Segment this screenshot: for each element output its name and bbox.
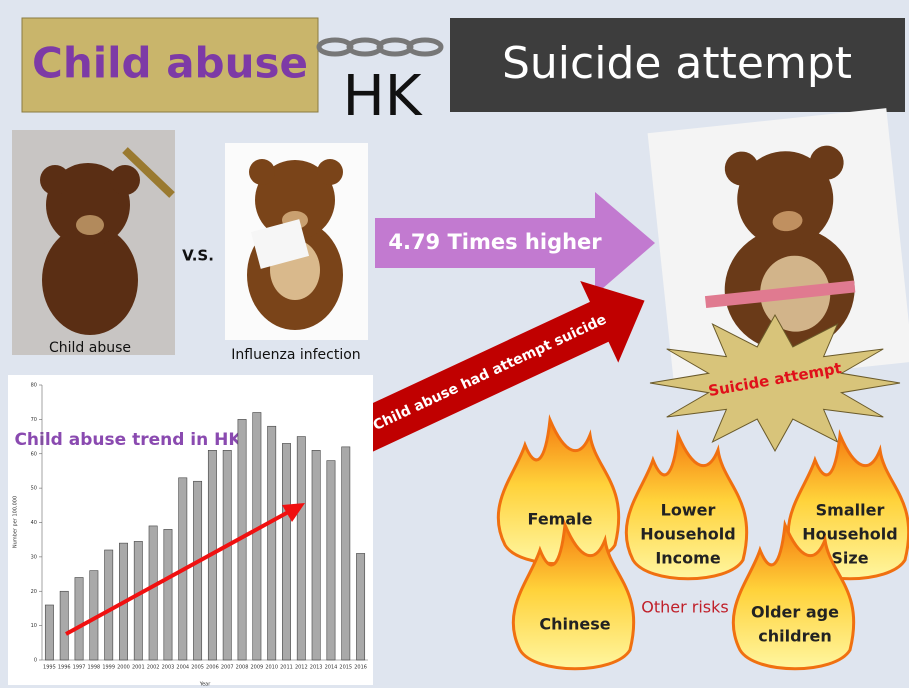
x-tick-label: 2016 [354, 665, 367, 671]
bar [193, 480, 203, 661]
bar [59, 590, 69, 661]
left-title-box [21, 17, 319, 113]
x-tick-label: 2013 [310, 665, 323, 671]
risk-text: Income [655, 549, 720, 568]
trend-arrow [65, 508, 293, 636]
x-tick-label: 2015 [339, 665, 352, 671]
y-axis-label: Number per 100,000 [13, 496, 19, 548]
x-tick-label: 1996 [58, 665, 71, 671]
chain [316, 37, 444, 57]
x-tick-label: 1999 [102, 665, 115, 671]
x-tick-label: 2010 [265, 665, 278, 671]
y-tick-label: 10 [31, 623, 37, 629]
bar [104, 549, 114, 661]
y-tick-label: 50 [31, 486, 37, 492]
x-tick-label: 1997 [73, 665, 86, 671]
ratio-text: 4.79 Times higher [388, 230, 602, 254]
flame [786, 429, 909, 581]
risk-flames: Female Lower Household Income Smaller Househo… [496, 414, 909, 671]
trend-arrow-head [282, 503, 305, 522]
x-tick-label: 2012 [295, 665, 308, 671]
x-tick-label: 1998 [87, 665, 100, 671]
y-tick-label: 60 [31, 451, 37, 457]
x-tick-label: 1995 [43, 665, 56, 671]
flame [624, 429, 749, 581]
x-tick-label: 2006 [206, 665, 219, 671]
stick [122, 147, 175, 198]
risk-text: Older age [751, 603, 839, 622]
risk-text: children [758, 627, 831, 646]
x-tick-label: 2007 [221, 665, 234, 671]
bar [163, 529, 173, 661]
y-tick-label: 30 [31, 554, 37, 560]
bar [341, 446, 351, 661]
share-arrow [340, 280, 645, 458]
x-tick-label: 2011 [280, 665, 293, 671]
right-title-box [450, 18, 905, 112]
x-tick-label: 2003 [162, 665, 175, 671]
versus: V.S. [182, 247, 214, 265]
x-tick-label: 2002 [147, 665, 160, 671]
bar [296, 436, 306, 661]
right-title: Suicide attempt [502, 38, 852, 89]
ratio-arrow [375, 192, 655, 295]
bar [74, 577, 84, 661]
center-title: HK [343, 64, 423, 129]
bar [133, 541, 143, 661]
risk-text: Size [831, 549, 868, 568]
y-tick-label: 40 [31, 520, 37, 526]
starburst [649, 313, 901, 453]
flame [511, 519, 636, 671]
chart-annotation: Child abuse trend in HK [14, 430, 242, 450]
x-tick-label: 2009 [250, 665, 263, 671]
bar [282, 443, 291, 661]
bar [267, 425, 277, 661]
y-tick-label: 20 [31, 589, 37, 595]
risk-text: Female [528, 510, 593, 529]
bar-chart: Child abuse trend in HK Number per 100,0… [8, 375, 373, 688]
risk-text: Lower [661, 501, 716, 520]
x-tick-label: 2008 [236, 665, 249, 671]
photo-group [647, 108, 909, 387]
risk-text: Smaller [816, 501, 885, 520]
x-tick-label: 2001 [132, 665, 145, 671]
bar [44, 604, 54, 661]
risk-text: Chinese [539, 615, 610, 634]
flame [731, 519, 856, 671]
tissue [250, 219, 310, 269]
x-tick-label: 2014 [325, 665, 338, 671]
y-tick-label: 0 [34, 658, 37, 664]
bar [148, 525, 158, 661]
other-risks: Other risks [641, 598, 728, 617]
y-tick-label: 70 [31, 417, 37, 423]
risk-text: Household [802, 525, 897, 544]
bear [40, 163, 140, 335]
photo-caption: Child abuse [49, 340, 131, 356]
left-title: Child abuse [32, 39, 308, 88]
risk-text: Household [640, 525, 735, 544]
bar [252, 412, 262, 661]
x-tick-label: 2004 [176, 665, 189, 671]
photo-caption: Influenza infection [231, 347, 360, 363]
bar [222, 450, 232, 661]
y-tick-label: 80 [31, 383, 37, 389]
razor [704, 280, 856, 309]
x-tick-label: 2005 [191, 665, 204, 671]
x-axis-label: Year [199, 682, 212, 688]
bar [326, 460, 336, 661]
bar [311, 450, 321, 661]
x-tick-label: 2000 [117, 665, 130, 671]
bar [356, 553, 366, 661]
